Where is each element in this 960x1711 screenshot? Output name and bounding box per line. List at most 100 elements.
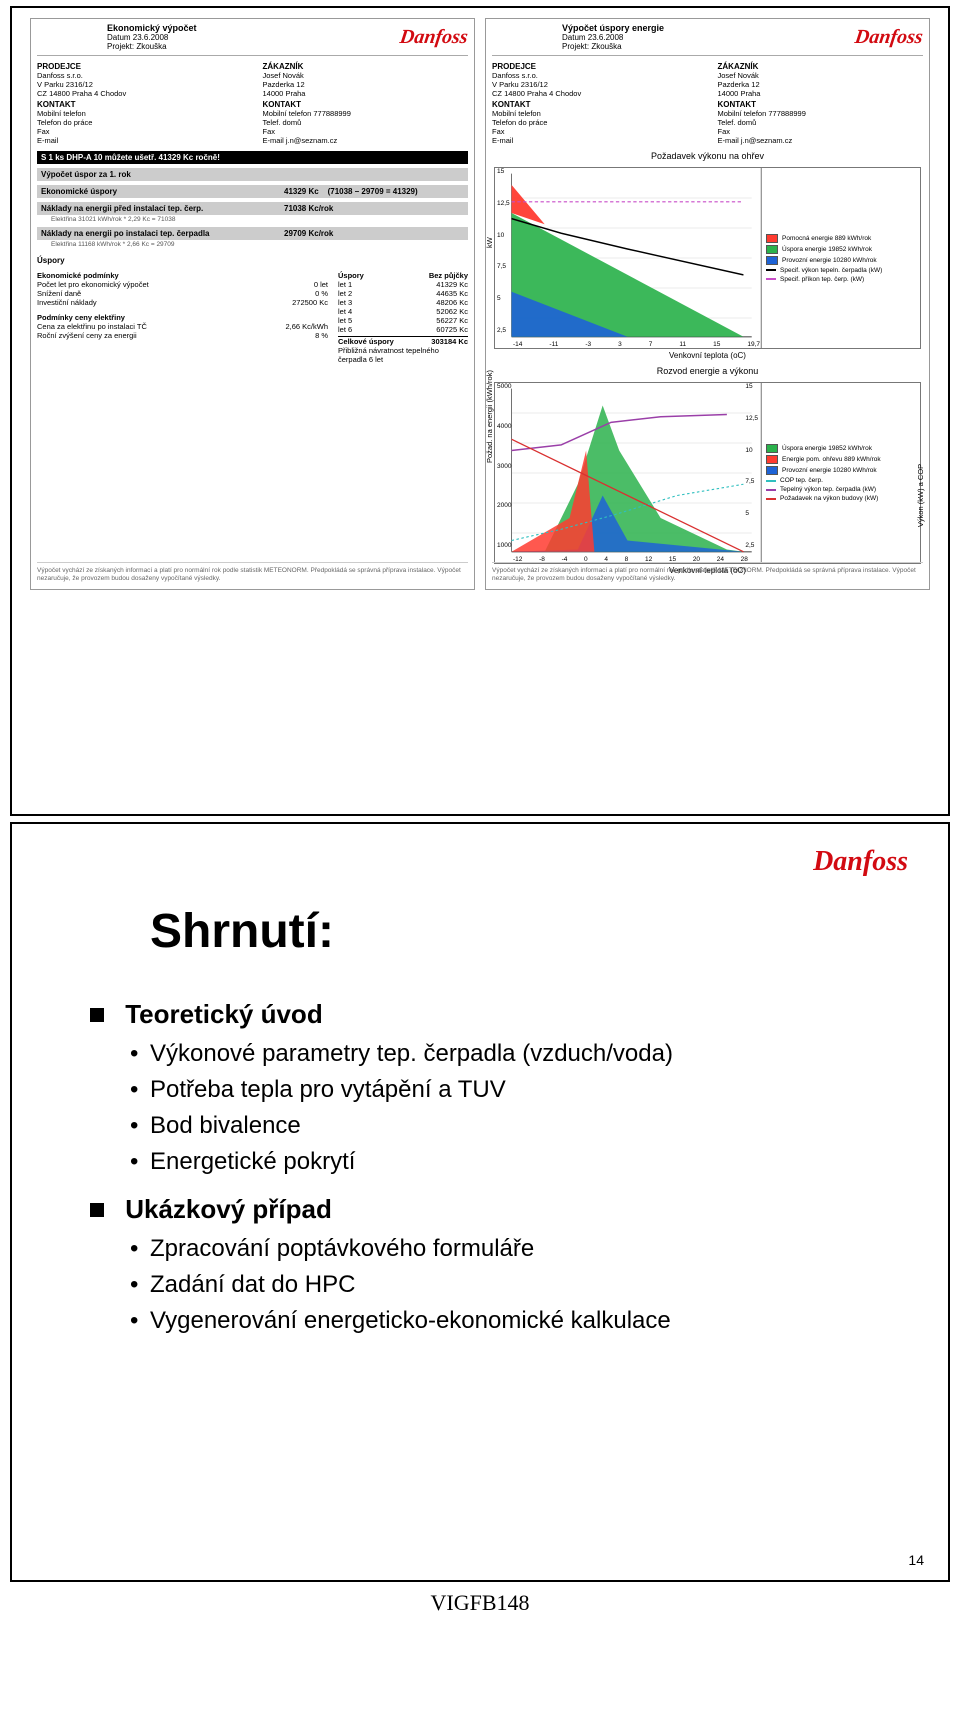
row3-label: Náklady na energii po instalaci tep. čer…	[41, 229, 210, 238]
legend-label: Provozní energie 10280 kWh/rok	[782, 257, 877, 264]
row2-label: Náklady na energii před instalací tep. č…	[41, 204, 203, 213]
customer-c3: Fax	[263, 127, 469, 136]
elec-h: Podmínky ceny elektřiny	[37, 313, 328, 322]
chart1-xaxis: Venkovní teplota (oC)	[492, 351, 923, 360]
section1-header: Výpočet úspor za 1. rok	[37, 168, 468, 181]
axis-tick: -11	[549, 341, 558, 348]
seller-contact-h: KONTAKT	[492, 100, 698, 109]
legend-swatch-icon	[766, 245, 778, 254]
legend-item: Specif. příkon tep. čerp. (kW)	[766, 276, 916, 283]
axis-tick: 5	[497, 295, 510, 302]
footer-disclaimer: Výpočet vychází ze získaných informací a…	[492, 562, 923, 583]
legend-swatch-icon	[766, 489, 776, 491]
report-title: Ekonomický výpočet	[107, 23, 197, 33]
bullet-2-subs: Zpracování poptávkového formulářeZadání …	[134, 1235, 930, 1335]
list-item: Vygenerování energeticko-ekonomické kalk…	[134, 1307, 930, 1335]
bullet-1: Teoretický úvod Výkonové parametry tep. …	[90, 999, 930, 1176]
legend-label: Úspora energie 19852 kWh/rok	[782, 246, 872, 253]
report-project: Projekt: Zkouška	[107, 42, 197, 51]
legend-label: Specif. výkon tepeln. čerpadla (kW)	[780, 267, 882, 274]
econ-conditions: Ekonomické podmínky Počet let pro ekonom…	[37, 271, 328, 364]
list-item: Výkonové parametry tep. čerpadla (vzduch…	[134, 1040, 930, 1068]
summary-heading: Shrnutí:	[150, 904, 930, 959]
customer-addr2: 14000 Praha	[718, 89, 924, 98]
table-row: let 141329 Kc	[338, 280, 468, 289]
chart2-y2label: Výkon (kW) a COP	[916, 464, 925, 527]
pane-header: Ekonomický výpočet Datum 23.6.2008 Proje…	[37, 23, 468, 56]
axis-tick: 19,7	[747, 341, 760, 348]
chart2-legend: Úspora energie 19852 kWh/rok Energie pom.…	[761, 383, 920, 563]
sav-h2: Bez půjčky	[429, 271, 468, 280]
legend-item: Úspora energie 19852 kWh/rok	[766, 444, 916, 453]
customer-c2: Telef. domů	[263, 118, 469, 127]
customer-name: Josef Novák	[718, 71, 924, 80]
axis-tick: 12,5	[497, 200, 510, 207]
pane-energy: Výpočet úspory energie Datum 23.6.2008 P…	[485, 18, 930, 590]
chart1-ylabel: kW	[485, 237, 494, 248]
legend-item: Požadavek na výkon budovy (kW)	[766, 495, 916, 502]
customer-c2: Telef. domů	[718, 118, 924, 127]
chart2-ylabel: Požad. na energii (kWh/rok)	[485, 370, 494, 463]
danfoss-logo-icon: Danfoss	[813, 846, 908, 877]
customer-addr2: 14000 Praha	[263, 89, 469, 98]
table-row: Cena za elektřinu po instalaci TČ2,66 Kc…	[37, 322, 328, 331]
savings-heading: Úspory	[37, 256, 468, 265]
seller-addr1: V Parku 2316/12	[492, 80, 698, 89]
danfoss-logo-icon: Danfoss	[854, 27, 925, 47]
customer-c4: E-mail j.n@seznam.cz	[263, 136, 469, 145]
legend-swatch-icon	[766, 480, 776, 482]
legend-swatch-icon	[766, 444, 778, 453]
legend-swatch-icon	[766, 256, 778, 265]
legend-label: Specif. příkon tep. čerp. (kW)	[780, 276, 864, 283]
legend-label: Pomocná energie 889 kWh/rok	[782, 235, 871, 242]
row1-label: Ekonomické úspory	[41, 187, 117, 196]
seller-c4: E-mail	[37, 136, 243, 145]
axis-tick: 3	[618, 341, 622, 348]
chart2-title: Rozvod energie a výkonu	[492, 366, 923, 376]
legend-swatch-icon	[766, 278, 776, 280]
axis-tick: 3000	[497, 463, 511, 470]
row-cost-after: Náklady na energii po instalaci tep. čer…	[37, 227, 468, 240]
axis-tick: 12,5	[745, 415, 758, 422]
axis-tick: -14	[513, 341, 522, 348]
bullet-1-text: Teoretický úvod	[125, 999, 322, 1029]
row3-note: Elektřina 11168 kWh/rok * 2,66 Kc = 2970…	[47, 241, 468, 248]
report-panes: Ekonomický výpočet Datum 23.6.2008 Proje…	[30, 18, 930, 590]
customer-c1: Mobilní telefon 777888999	[263, 109, 469, 118]
customer-addr1: Pazderka 12	[263, 80, 469, 89]
seller-c2: Telefon do práce	[492, 118, 698, 127]
report-date: Datum 23.6.2008	[562, 33, 664, 42]
customer-c4: E-mail j.n@seznam.cz	[718, 136, 924, 145]
axis-tick: 15	[745, 383, 758, 390]
row-eco-savings: Ekonomické úspory 41329 Kc (71038 – 2970…	[37, 185, 468, 198]
row3-value: 29709 Kc/rok	[284, 229, 464, 238]
legend-item: COP tep. čerp.	[766, 477, 916, 484]
axis-tick: 15	[713, 341, 720, 348]
table-row: Roční zvýšení ceny za energii8 %	[37, 331, 328, 340]
bullet-2-text: Ukázkový případ	[125, 1194, 332, 1224]
axis-tick: 10	[497, 232, 510, 239]
contact-columns: PRODEJCE Danfoss s.r.o. V Parku 2316/12 …	[492, 60, 923, 145]
axis-tick: 7	[649, 341, 653, 348]
footer-disclaimer: Výpočet vychází ze získaných informací a…	[37, 562, 468, 583]
highlight-bar: S 1 ks DHP-A 10 můžete ušetř. 41329 Kc r…	[37, 151, 468, 164]
customer-contact-h: KONTAKT	[263, 100, 469, 109]
legend-item: Pomocná energie 889 kWh/rok	[766, 234, 916, 243]
customer-addr1: Pazderka 12	[718, 80, 924, 89]
title-block: Ekonomický výpočet Datum 23.6.2008 Proje…	[107, 23, 197, 51]
seller-col: PRODEJCE Danfoss s.r.o. V Parku 2316/12 …	[37, 60, 243, 145]
seller-c4: E-mail	[492, 136, 698, 145]
legend-label: Energie pom. ohřevu 889 kWh/rok	[782, 456, 881, 463]
axis-tick: 7,5	[745, 478, 758, 485]
axis-tick: 1000	[497, 542, 511, 549]
econ-h: Ekonomické podmínky	[37, 271, 328, 280]
savings-years: Úspory Bez půjčky let 141329 Kclet 24463…	[338, 271, 468, 364]
legend-item: Energie pom. ohřevu 889 kWh/rok	[766, 455, 916, 464]
axis-tick: 5	[745, 510, 758, 517]
legend-item: Provozní energie 10280 kWh/rok	[766, 256, 916, 265]
chart-heating-demand: kW 2,557,51012,515 -14-11-337111519,7 Po…	[494, 167, 921, 349]
chart1-legend: Pomocná energie 889 kWh/rok Úspora energi…	[761, 168, 920, 348]
seller-c1: Mobilní telefon	[492, 109, 698, 118]
seller-contact-h: KONTAKT	[37, 100, 243, 109]
seller-c2: Telefon do práce	[37, 118, 243, 127]
